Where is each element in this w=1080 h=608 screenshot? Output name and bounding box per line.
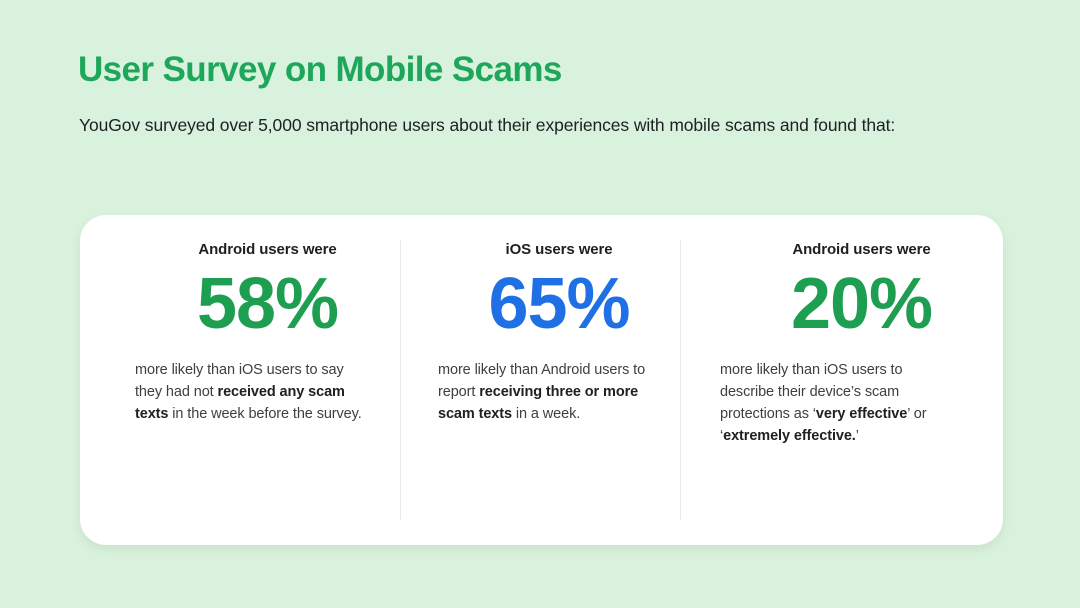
stat-description: more likely than iOS users to say they h… bbox=[135, 362, 362, 423]
stat-description: more likely than iOS users to describe t… bbox=[720, 362, 927, 445]
stat-description: more likely than Android users to report… bbox=[438, 362, 646, 423]
stat-column-heading: Android users were bbox=[792, 241, 931, 258]
stat-column-heading: iOS users were bbox=[505, 241, 613, 258]
page-title: User Survey on Mobile Scams bbox=[78, 50, 562, 89]
stat-column-android-no-scam-texts: Android users were 58% more likely than … bbox=[80, 215, 400, 545]
stat-value: 65% bbox=[488, 264, 630, 344]
stat-column-ios-three-or-more: iOS users were 65% more likely than Andr… bbox=[400, 215, 680, 545]
stats-card: Android users were 58% more likely than … bbox=[80, 215, 1003, 545]
stat-column-heading: Android users were bbox=[198, 241, 337, 258]
intro-paragraph: YouGov surveyed over 5,000 smartphone us… bbox=[79, 115, 896, 135]
stat-column-android-protections-effective: Android users were 20% more likely than … bbox=[680, 215, 1003, 545]
stat-value: 20% bbox=[790, 264, 933, 344]
stat-value: 58% bbox=[196, 264, 339, 344]
